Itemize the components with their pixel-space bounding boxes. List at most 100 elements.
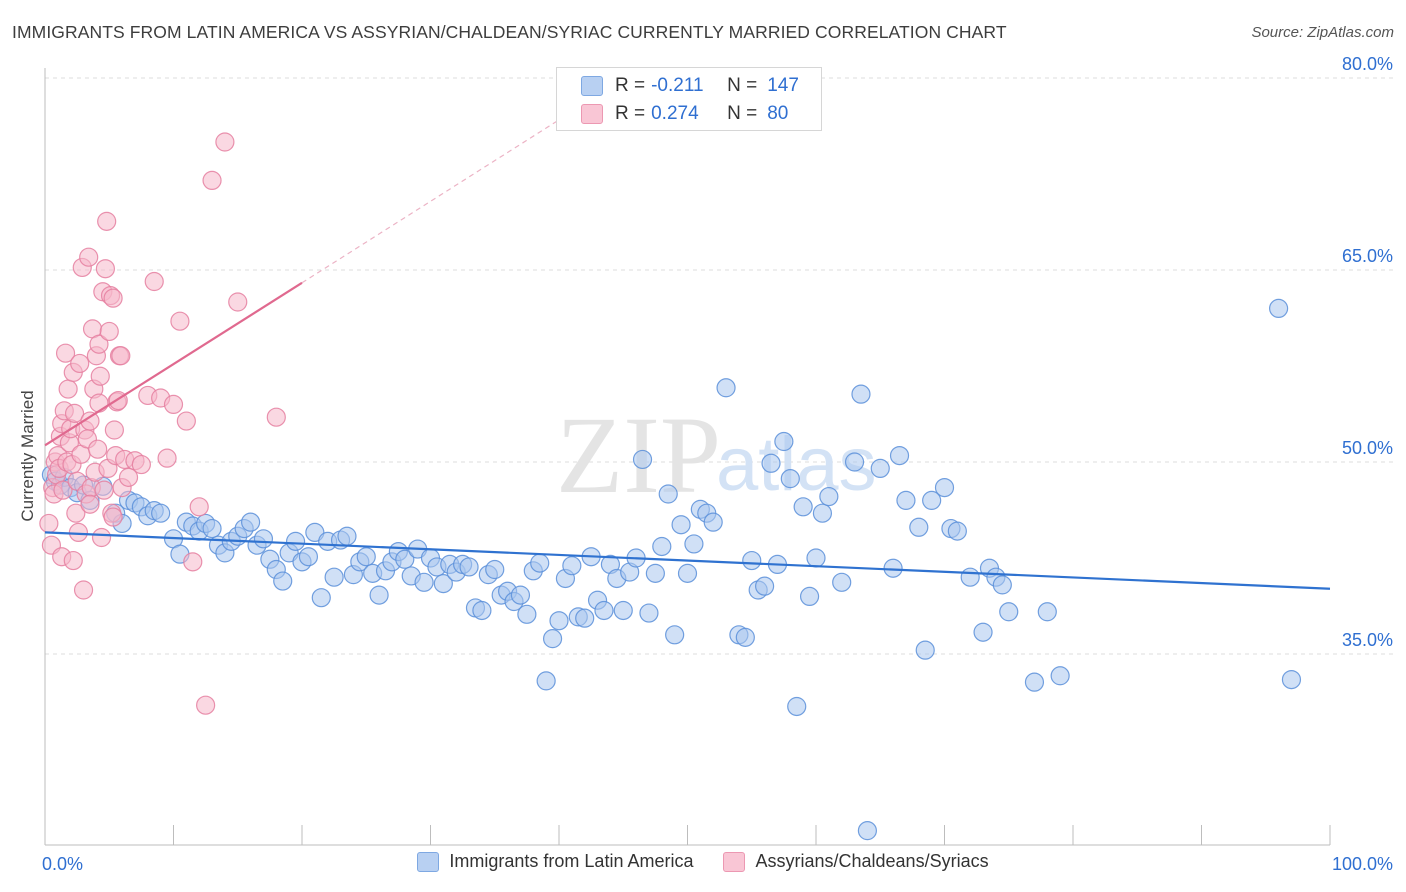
pink-point <box>53 480 73 500</box>
blue-point <box>934 478 955 498</box>
axis-layer <box>44 68 1331 846</box>
blue-point <box>613 600 633 621</box>
blue-point <box>793 497 813 517</box>
y-tick-label: 80.0% <box>1342 54 1393 74</box>
blue-point <box>703 512 723 532</box>
blue-point <box>960 567 980 587</box>
blue-point <box>992 575 1012 595</box>
pink-point <box>90 366 110 386</box>
blue-point <box>652 536 672 557</box>
y-tick-label: 50.0% <box>1342 438 1393 458</box>
blue-point <box>517 604 537 624</box>
pink-point <box>215 132 235 152</box>
legend-item-latin-america[interactable]: Immigrants from Latin America <box>417 851 693 872</box>
n-label: N = <box>727 75 758 96</box>
r-value-pink: 0.274 <box>651 103 699 124</box>
blue-point <box>530 553 550 573</box>
source-credit: Source: ZipAtlas.com <box>1251 24 1394 41</box>
blue-swatch <box>581 76 603 96</box>
pink-point <box>79 247 99 267</box>
blue-point <box>594 600 614 621</box>
blue-point <box>716 378 736 398</box>
pink-point <box>183 552 203 572</box>
blue-point <box>485 559 505 580</box>
pink-swatch <box>723 851 746 872</box>
blue-point <box>542 629 563 649</box>
stats-row-blue: R = -0.211 N = 147 <box>581 73 799 99</box>
stats-legend: R = -0.211 N = 147 R = 0.274 N = 80 <box>556 67 822 131</box>
blue-trend-line <box>44 531 1331 590</box>
blue-point <box>909 517 929 537</box>
pink-point <box>118 467 139 487</box>
pink-point <box>63 550 83 571</box>
blue-point <box>562 556 582 576</box>
pink-trend-line <box>44 281 303 447</box>
tick-labels: 35.0% 50.0% 65.0% 80.0% 0.0% 100.0% <box>42 54 1393 874</box>
pink-point <box>104 420 124 440</box>
blue-point <box>677 563 698 583</box>
pink-point <box>73 580 94 600</box>
y-tick-label: 65.0% <box>1342 246 1393 266</box>
blue-point <box>337 526 357 546</box>
blue-point <box>819 486 839 507</box>
blue-point <box>999 602 1019 622</box>
pink-point <box>39 513 59 534</box>
pink-point <box>144 271 164 292</box>
blue-point <box>549 611 569 631</box>
blue-point <box>472 600 492 621</box>
pink-point <box>176 411 196 431</box>
legend-item-assyrians[interactable]: Assyrians/Chaldeans/Syriacs <box>723 851 989 872</box>
pink-point <box>202 170 222 190</box>
x-tick-label: 0.0% <box>42 854 83 874</box>
blue-point <box>851 384 871 404</box>
blue-point <box>658 484 678 504</box>
pink-point <box>66 503 86 523</box>
pink-point <box>88 439 108 459</box>
pink-point <box>89 393 109 413</box>
blue-point <box>433 573 453 594</box>
blue-point <box>870 458 890 478</box>
stats-row-pink: R = 0.274 N = 80 <box>581 101 788 127</box>
blue-point <box>536 671 556 691</box>
blue-point <box>754 576 775 596</box>
blue-point <box>742 550 762 571</box>
n-value-blue: 147 <box>767 75 799 96</box>
blue-point <box>671 515 691 535</box>
blue-point <box>922 490 942 510</box>
pink-point <box>103 507 123 527</box>
pink-point <box>196 695 216 715</box>
blue-point <box>151 503 171 523</box>
y-tick-label: 35.0% <box>1342 630 1393 650</box>
blue-point <box>780 469 800 489</box>
pink-point <box>80 411 100 431</box>
blue-point <box>253 529 274 549</box>
blue-point <box>510 585 531 605</box>
pink-point <box>89 334 109 354</box>
blue-point <box>202 518 222 539</box>
blue-point <box>973 622 993 642</box>
pink-point <box>97 211 117 231</box>
blue-point <box>1037 602 1057 622</box>
blue-point <box>273 571 293 591</box>
pink-swatch <box>581 104 603 124</box>
pink-point <box>170 311 190 331</box>
n-value-pink: 80 <box>767 103 789 124</box>
legend-label-assyrians: Assyrians/Chaldeans/Syriacs <box>755 851 989 871</box>
blue-point <box>639 603 659 623</box>
pink-point <box>131 454 151 475</box>
pink-point <box>103 288 123 308</box>
blue-point <box>665 625 685 645</box>
pink-point <box>55 343 76 363</box>
blue-point <box>896 490 916 510</box>
blue-point <box>645 563 665 583</box>
pink-point <box>163 394 184 414</box>
blue-point <box>395 549 415 569</box>
blue-point <box>761 453 781 473</box>
blue-point <box>889 446 910 466</box>
blue-point <box>832 572 852 592</box>
blue-point <box>324 567 344 587</box>
blue-point <box>799 586 820 607</box>
blue-point <box>806 548 826 568</box>
blue-point <box>298 547 319 567</box>
